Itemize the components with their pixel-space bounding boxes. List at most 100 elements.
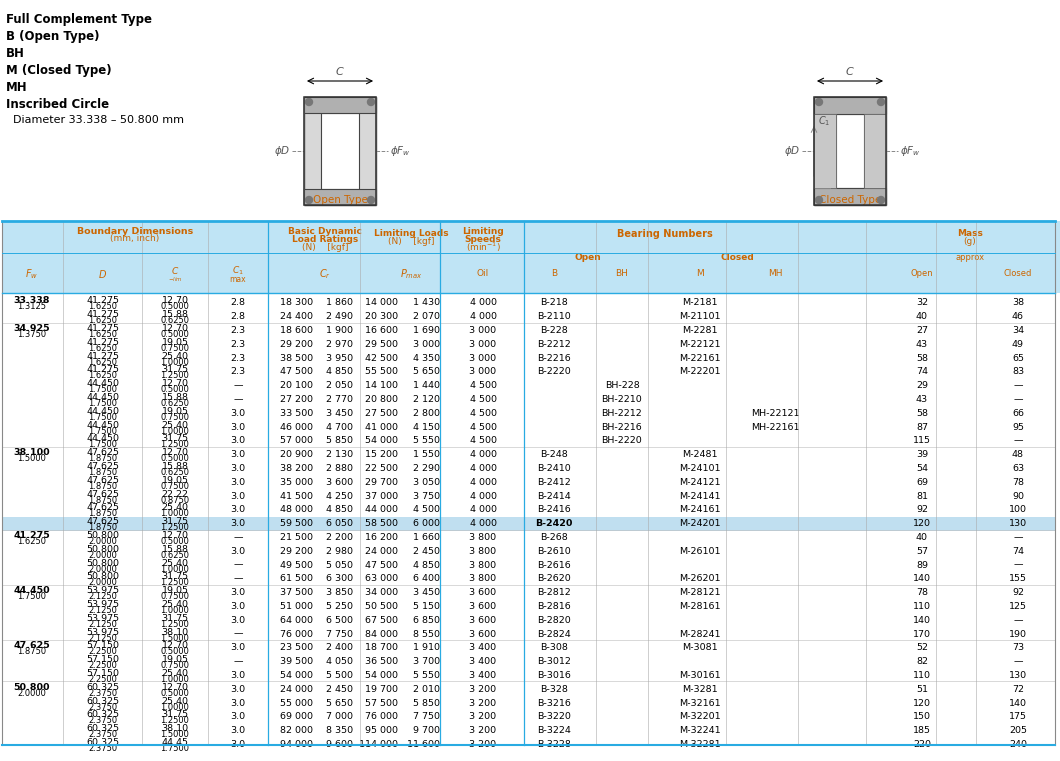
Text: 24 000: 24 000 [365, 547, 398, 556]
Text: Closed Type: Closed Type [819, 195, 881, 205]
Text: M-3081: M-3081 [683, 643, 718, 652]
Text: 76 000: 76 000 [365, 712, 398, 721]
Text: 89: 89 [916, 561, 928, 569]
Text: 0.6250: 0.6250 [160, 551, 190, 560]
Text: 16 600: 16 600 [365, 326, 398, 335]
Circle shape [815, 98, 823, 106]
Text: 7 000: 7 000 [326, 712, 353, 721]
Text: 3.0: 3.0 [230, 478, 246, 487]
Text: 57 000: 57 000 [280, 436, 313, 445]
Text: 1.3750: 1.3750 [17, 330, 47, 339]
Text: 38 200: 38 200 [280, 464, 313, 473]
Text: M-32201: M-32201 [679, 712, 721, 721]
Text: 150: 150 [913, 712, 931, 721]
Text: 3 200: 3 200 [470, 712, 496, 721]
Text: 3.0: 3.0 [230, 740, 246, 749]
Text: (mm, inch): (mm, inch) [110, 234, 160, 244]
Text: 29 700: 29 700 [365, 478, 398, 487]
Text: 40: 40 [916, 312, 928, 321]
Text: 4 000: 4 000 [470, 312, 496, 321]
Text: 3.0: 3.0 [230, 726, 246, 735]
Text: 57.150: 57.150 [87, 669, 120, 678]
Text: 4 000: 4 000 [470, 298, 496, 307]
Text: B-248: B-248 [541, 451, 568, 459]
Text: 1 910: 1 910 [413, 643, 440, 652]
Text: 6 400: 6 400 [413, 575, 440, 584]
Text: 110: 110 [913, 671, 931, 680]
Text: M-24161: M-24161 [679, 505, 721, 514]
Text: (N)    [kgf]: (N) [kgf] [388, 237, 435, 247]
Text: 63: 63 [1012, 464, 1024, 473]
Text: 1.6250: 1.6250 [88, 358, 118, 367]
Text: 20 800: 20 800 [365, 395, 398, 404]
Text: B-2420: B-2420 [535, 519, 572, 528]
Text: 114 000: 114 000 [359, 740, 398, 749]
Text: 60.325: 60.325 [87, 724, 120, 733]
Text: 0.5000: 0.5000 [160, 648, 190, 657]
Text: 0.5000: 0.5000 [160, 689, 190, 698]
Text: 4 000: 4 000 [470, 464, 496, 473]
Text: $F_w$: $F_w$ [25, 267, 38, 281]
Text: M-21101: M-21101 [679, 312, 721, 321]
Text: 35 000: 35 000 [280, 478, 313, 487]
Text: 41.275: 41.275 [87, 352, 120, 361]
Text: B-2212: B-2212 [537, 340, 571, 349]
Text: 55 000: 55 000 [280, 699, 313, 708]
Text: B-2220: B-2220 [537, 368, 571, 377]
Text: 5 850: 5 850 [413, 699, 440, 708]
Text: 29: 29 [916, 381, 928, 390]
Text: 46 000: 46 000 [280, 422, 313, 431]
Text: M-22201: M-22201 [679, 368, 721, 377]
Text: —: — [233, 658, 243, 666]
Text: 115: 115 [913, 436, 931, 445]
Text: 12.70: 12.70 [161, 379, 189, 388]
Text: B-228: B-228 [541, 326, 568, 335]
Text: 4 500: 4 500 [470, 436, 496, 445]
Text: 2.0000: 2.0000 [89, 537, 118, 546]
Text: 0.5000: 0.5000 [160, 537, 190, 546]
Text: 25.40: 25.40 [161, 352, 189, 361]
Text: 0.5000: 0.5000 [160, 302, 190, 311]
Text: 48: 48 [1012, 451, 1024, 459]
Text: 47.625: 47.625 [87, 462, 120, 471]
Text: 5 650: 5 650 [413, 368, 440, 377]
Text: 24 400: 24 400 [280, 312, 313, 321]
Text: M-24201: M-24201 [679, 519, 721, 528]
Text: B-2816: B-2816 [537, 602, 571, 611]
Text: B-268: B-268 [541, 533, 568, 542]
Text: 4 150: 4 150 [413, 422, 440, 431]
Text: 41.275: 41.275 [87, 296, 120, 305]
Text: 54 000: 54 000 [280, 671, 313, 680]
Text: 1.8750: 1.8750 [88, 495, 118, 505]
Text: 76 000: 76 000 [280, 629, 313, 638]
Text: $C_1$: $C_1$ [817, 114, 830, 128]
Text: $_{-lim}$: $_{-lim}$ [167, 275, 182, 285]
Text: 6 500: 6 500 [326, 616, 353, 625]
Text: 66: 66 [1012, 409, 1024, 418]
Text: 7 750: 7 750 [326, 629, 353, 638]
Text: 50.800: 50.800 [87, 559, 120, 568]
Text: 12.70: 12.70 [161, 531, 189, 540]
Text: 50.800: 50.800 [87, 572, 120, 581]
Text: 87: 87 [916, 422, 928, 431]
Text: 1 550: 1 550 [413, 451, 440, 459]
Text: 3 400: 3 400 [470, 671, 496, 680]
Text: M-24121: M-24121 [679, 478, 721, 487]
Text: 19.05: 19.05 [161, 338, 189, 347]
Text: 3.0: 3.0 [230, 519, 246, 528]
Text: —: — [1013, 381, 1023, 390]
Text: 3.0: 3.0 [230, 685, 246, 694]
Text: 4 850: 4 850 [413, 561, 440, 569]
FancyBboxPatch shape [304, 97, 376, 205]
Text: Open Type: Open Type [313, 195, 368, 205]
Text: 3 200: 3 200 [470, 685, 496, 694]
Text: 140: 140 [913, 575, 931, 584]
Text: 2.3750: 2.3750 [88, 702, 118, 712]
Text: 67 500: 67 500 [365, 616, 398, 625]
Text: 220: 220 [913, 740, 931, 749]
Text: B-2812: B-2812 [537, 588, 571, 597]
Text: M-24141: M-24141 [679, 492, 721, 501]
Text: 110: 110 [913, 602, 931, 611]
Text: 1.0000: 1.0000 [160, 358, 190, 367]
Text: 1.2500: 1.2500 [160, 716, 190, 725]
